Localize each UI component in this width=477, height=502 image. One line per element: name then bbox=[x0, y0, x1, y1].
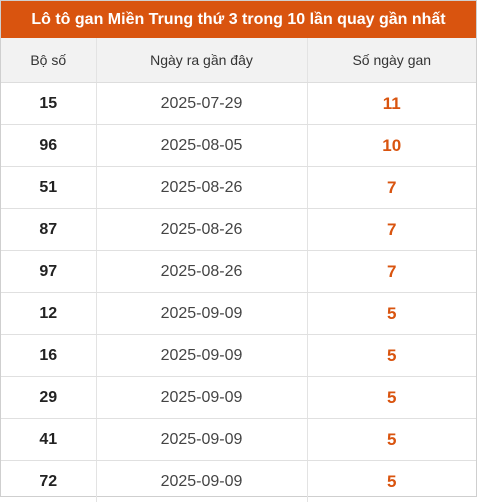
table-row: 51 2025-08-26 7 bbox=[1, 167, 476, 209]
cell-number: 87 bbox=[1, 209, 96, 251]
cell-number: 51 bbox=[1, 167, 96, 209]
column-header-number: Bộ số bbox=[1, 38, 96, 83]
cell-date: 2025-09-09 bbox=[96, 461, 307, 502]
column-header-days: Số ngày gan bbox=[307, 38, 476, 83]
cell-date: 2025-08-05 bbox=[96, 125, 307, 167]
cell-date: 2025-09-09 bbox=[96, 419, 307, 461]
cell-number: 16 bbox=[1, 335, 96, 377]
table-row: 29 2025-09-09 5 bbox=[1, 377, 476, 419]
cell-date: 2025-09-09 bbox=[96, 335, 307, 377]
cell-days: 5 bbox=[307, 293, 476, 335]
table-row: 41 2025-09-09 5 bbox=[1, 419, 476, 461]
table-title: Lô tô gan Miền Trung thứ 3 trong 10 lần … bbox=[1, 1, 476, 38]
cell-number: 12 bbox=[1, 293, 96, 335]
table-row: 12 2025-09-09 5 bbox=[1, 293, 476, 335]
cell-number: 96 bbox=[1, 125, 96, 167]
table-row: 16 2025-09-09 5 bbox=[1, 335, 476, 377]
cell-days: 10 bbox=[307, 125, 476, 167]
table-row: 15 2025-07-29 11 bbox=[1, 83, 476, 125]
cell-days: 7 bbox=[307, 167, 476, 209]
table-row: 96 2025-08-05 10 bbox=[1, 125, 476, 167]
cell-number: 29 bbox=[1, 377, 96, 419]
cell-number: 97 bbox=[1, 251, 96, 293]
table-row: 97 2025-08-26 7 bbox=[1, 251, 476, 293]
cell-number: 15 bbox=[1, 83, 96, 125]
cell-days: 5 bbox=[307, 461, 476, 502]
cell-days: 11 bbox=[307, 83, 476, 125]
cell-days: 5 bbox=[307, 377, 476, 419]
cell-days: 7 bbox=[307, 251, 476, 293]
cell-days: 5 bbox=[307, 419, 476, 461]
table-row: 87 2025-08-26 7 bbox=[1, 209, 476, 251]
cell-number: 72 bbox=[1, 461, 96, 502]
table-header-row: Bộ số Ngày ra gần đây Số ngày gan bbox=[1, 38, 476, 83]
cell-date: 2025-09-09 bbox=[96, 377, 307, 419]
cell-days: 7 bbox=[307, 209, 476, 251]
cell-number: 41 bbox=[1, 419, 96, 461]
cell-date: 2025-08-26 bbox=[96, 167, 307, 209]
cell-date: 2025-08-26 bbox=[96, 251, 307, 293]
column-header-date: Ngày ra gần đây bbox=[96, 38, 307, 83]
cell-date: 2025-09-09 bbox=[96, 293, 307, 335]
table-row: 72 2025-09-09 5 bbox=[1, 461, 476, 502]
cell-date: 2025-07-29 bbox=[96, 83, 307, 125]
cell-date: 2025-08-26 bbox=[96, 209, 307, 251]
cell-days: 5 bbox=[307, 335, 476, 377]
gan-table: Bộ số Ngày ra gần đây Số ngày gan 15 202… bbox=[1, 38, 476, 502]
